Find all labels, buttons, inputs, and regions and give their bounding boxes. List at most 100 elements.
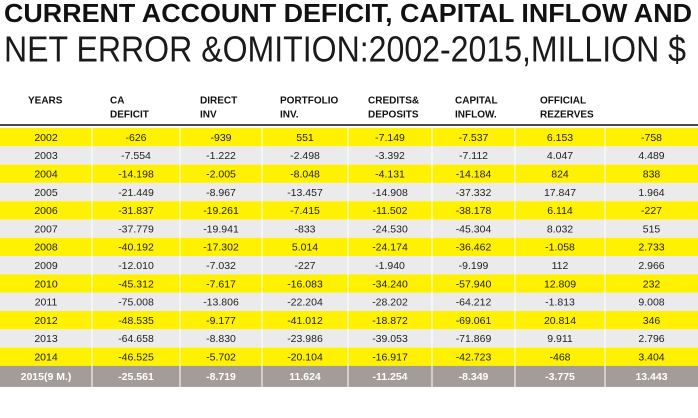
cell: -41.012 bbox=[287, 315, 323, 327]
cell: 2004 bbox=[34, 169, 58, 181]
cell: 515 bbox=[643, 223, 661, 235]
cell: -8.349 bbox=[459, 371, 489, 383]
title-line-2: NET ERROR &OMITION:2002-2015,MILLION $ bbox=[4, 29, 686, 70]
cell: 346 bbox=[643, 315, 661, 327]
title-line-1: CURRENT ACCOUNT DEFICIT, CAPITAL INFLOW … bbox=[4, 0, 692, 28]
cell: -25.561 bbox=[118, 371, 154, 383]
cell: 3.404 bbox=[638, 352, 664, 364]
cell: -19.941 bbox=[203, 223, 239, 235]
cell: -758 bbox=[641, 132, 662, 144]
cell: 2015(9 M.) bbox=[21, 371, 72, 383]
cell: -468 bbox=[549, 352, 570, 364]
cell: -36.462 bbox=[456, 242, 492, 254]
cell: -75.008 bbox=[118, 297, 154, 309]
cell: -9.177 bbox=[206, 315, 236, 327]
cell: -939 bbox=[210, 132, 231, 144]
cell: -20.104 bbox=[287, 352, 323, 364]
row-background bbox=[0, 128, 698, 147]
cell: 2014 bbox=[34, 352, 58, 364]
cell: 2.796 bbox=[638, 333, 664, 345]
cell: -19.261 bbox=[203, 205, 239, 217]
cell: 824 bbox=[551, 169, 569, 181]
cell: 12.809 bbox=[544, 278, 576, 290]
row-background bbox=[0, 274, 698, 293]
row-background bbox=[0, 237, 698, 257]
row-background bbox=[0, 329, 698, 348]
cell: 8.032 bbox=[547, 223, 573, 235]
cell: -18.872 bbox=[372, 315, 408, 327]
cell: 6.153 bbox=[547, 132, 573, 144]
cell: 6.114 bbox=[547, 205, 573, 217]
cell: -17.302 bbox=[203, 242, 239, 254]
cell: -12.010 bbox=[118, 260, 154, 272]
cell: -45.304 bbox=[456, 223, 492, 235]
cell: -16.083 bbox=[287, 278, 323, 290]
cell: -40.192 bbox=[118, 242, 154, 254]
cell: 5.014 bbox=[292, 242, 318, 254]
row-background bbox=[0, 219, 698, 238]
cell: -227 bbox=[641, 205, 662, 217]
cell: -37.779 bbox=[118, 223, 154, 235]
cell: 232 bbox=[643, 278, 661, 290]
column-header: OFFICIAL bbox=[540, 96, 586, 107]
cell: -14.198 bbox=[118, 169, 154, 181]
row-background bbox=[0, 347, 698, 366]
cell: 13.443 bbox=[635, 371, 667, 383]
row-background bbox=[0, 292, 698, 311]
cell: 2002 bbox=[34, 132, 58, 144]
row-background bbox=[0, 164, 698, 183]
cell: -8.967 bbox=[206, 187, 236, 199]
cell: -28.202 bbox=[372, 297, 408, 309]
column-header: CA bbox=[110, 96, 124, 107]
cell: -9.199 bbox=[459, 260, 489, 272]
cell: 2010 bbox=[34, 278, 58, 290]
cell: 1.964 bbox=[638, 187, 664, 199]
cell: -1.222 bbox=[206, 150, 236, 162]
cell: -1.058 bbox=[545, 242, 575, 254]
cell: -8.830 bbox=[206, 333, 236, 345]
cell: 20.814 bbox=[544, 315, 576, 327]
cell: 11.624 bbox=[289, 371, 321, 383]
cell: 2011 bbox=[35, 297, 58, 309]
cell: -38.178 bbox=[456, 205, 492, 217]
cell: 838 bbox=[643, 169, 661, 181]
column-header: PORTFOLIO bbox=[280, 96, 339, 107]
column-header: DEFICIT bbox=[110, 110, 149, 121]
column-header: INFLOW. bbox=[455, 110, 497, 121]
cell: -2.498 bbox=[290, 150, 320, 162]
cell: -7.554 bbox=[121, 150, 151, 162]
cell: -4.131 bbox=[375, 169, 405, 181]
cell: 4.489 bbox=[638, 150, 664, 162]
cell: -3.775 bbox=[545, 371, 575, 383]
cell: 17.847 bbox=[544, 187, 576, 199]
cell: -7.149 bbox=[375, 132, 405, 144]
cell: -5.702 bbox=[206, 352, 236, 364]
cell: -42.723 bbox=[456, 352, 492, 364]
cell: -16.917 bbox=[372, 352, 408, 364]
cell: -48.535 bbox=[118, 315, 154, 327]
column-header: INV bbox=[200, 110, 217, 121]
column-header: CREDITS& bbox=[368, 96, 419, 107]
column-header: YEARS bbox=[28, 96, 63, 107]
cell: 2013 bbox=[34, 333, 58, 345]
column-header: REZERVES bbox=[540, 110, 594, 121]
cell: -21.449 bbox=[118, 187, 154, 199]
cell: 2009 bbox=[34, 260, 58, 272]
cell: -13.457 bbox=[287, 187, 323, 199]
row-background bbox=[0, 201, 698, 220]
cell: 2008 bbox=[34, 242, 58, 254]
cell: 2.966 bbox=[638, 260, 664, 272]
cell: -39.053 bbox=[372, 333, 408, 345]
row-background bbox=[0, 365, 698, 387]
row-background bbox=[0, 256, 698, 275]
cell: -64.212 bbox=[456, 297, 492, 309]
cell: -8.048 bbox=[290, 169, 320, 181]
row-background bbox=[0, 311, 698, 330]
cell: -7.032 bbox=[206, 260, 236, 272]
cell: -7.112 bbox=[459, 150, 488, 162]
cell: -69.061 bbox=[456, 315, 492, 327]
cell: -24.174 bbox=[372, 242, 408, 254]
cell: 551 bbox=[296, 132, 314, 144]
